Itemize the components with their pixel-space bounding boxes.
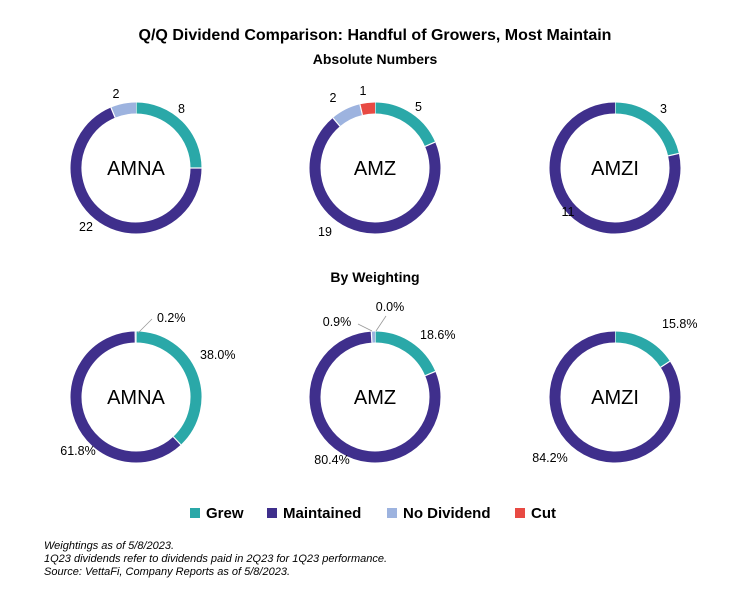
legend-item-maintained: Maintained [267, 505, 361, 522]
data-label: 38.0% [200, 348, 235, 362]
donut-amz-absolute: AMZ 5 19 2 1 [309, 84, 441, 239]
footnote: Source: VettaFi, Company Reports as of 5… [44, 566, 291, 578]
data-label: 2 [113, 87, 120, 101]
leader-line [375, 315, 387, 332]
data-label: 0.0% [376, 300, 405, 314]
legend-label: Cut [531, 505, 556, 522]
footnote: Weightings as of 5/8/2023. [44, 540, 175, 552]
section-title-absolute: Absolute Numbers [313, 51, 438, 67]
data-label: 1 [360, 84, 367, 98]
slice-maintained [549, 102, 681, 234]
legend-swatch [190, 508, 200, 518]
slice-maintained [309, 117, 441, 234]
donut-amna-weighting: AMNA 38.0% 61.8% 0.2% [60, 311, 235, 463]
slice-grew [614, 331, 670, 368]
data-label: 61.8% [60, 444, 95, 458]
donut-amzi-absolute: AMZI 3 11 [549, 102, 681, 234]
slice-separator [424, 141, 436, 147]
donut-center-label: AMZI [591, 158, 639, 180]
data-label: 2 [330, 91, 337, 105]
leader-line [357, 323, 373, 332]
slice-separator [359, 104, 364, 116]
data-label: 80.4% [314, 453, 349, 467]
section-title-weighting: By Weighting [330, 269, 419, 285]
data-label: 22 [79, 220, 93, 234]
legend-item-no-dividend: No Dividend [387, 505, 491, 522]
legend: Grew Maintained No Dividend Cut [190, 505, 556, 522]
slice-grew [614, 102, 679, 157]
data-label: 15.8% [662, 317, 697, 331]
slice-cut [359, 102, 376, 116]
slice-grew [374, 102, 436, 147]
slice-grew [374, 331, 436, 376]
data-label: 0.9% [323, 315, 352, 329]
slice-grew [135, 102, 202, 169]
slice-separator [668, 152, 679, 157]
legend-label: Maintained [283, 505, 361, 522]
slice-separator [332, 117, 341, 127]
data-label: 19 [318, 225, 332, 239]
data-label: 8 [178, 102, 185, 116]
slice-no-dividend [332, 104, 363, 127]
chart-title: Q/Q Dividend Comparison: Handful of Grow… [139, 27, 612, 44]
slice-maintained [549, 331, 681, 463]
slice-separator [660, 360, 671, 368]
slice-separator [172, 436, 182, 446]
slice-maintained [309, 331, 441, 463]
data-label: 0.2% [157, 311, 186, 325]
slice-no-dividend [110, 102, 137, 118]
data-label: 18.6% [420, 328, 455, 342]
legend-swatch [515, 508, 525, 518]
slice-separator [110, 107, 116, 118]
slice-maintained [70, 107, 202, 234]
data-label: 84.2% [532, 451, 567, 465]
footnote: 1Q23 dividends refer to dividends paid i… [44, 553, 388, 565]
legend-label: No Dividend [403, 505, 491, 522]
slice-separator [424, 370, 436, 377]
donut-center-label: AMZI [591, 387, 639, 409]
footnotes: Weightings as of 5/8/2023. 1Q23 dividend… [44, 540, 387, 579]
donut-center-label: AMNA [107, 158, 165, 180]
donut-center-label: AMNA [107, 387, 165, 409]
slice-grew [135, 331, 202, 445]
legend-swatch [267, 508, 277, 518]
donut-amzi-weighting: AMZI 15.8% 84.2% [532, 317, 697, 465]
donut-amz-weighting: AMZ 18.6% 80.4% 0.9% 0.0% [309, 300, 455, 467]
donut-center-label: AMZ [354, 387, 396, 409]
legend-item-cut: Cut [515, 505, 556, 522]
slice-separator [370, 331, 373, 343]
slice-maintained [70, 331, 181, 463]
donut-center-label: AMZ [354, 158, 396, 180]
legend-swatch [387, 508, 397, 518]
leader-line [137, 318, 153, 334]
data-label: 3 [660, 102, 667, 116]
data-label: 5 [415, 100, 422, 114]
legend-label: Grew [206, 505, 244, 522]
data-label: 11 [562, 205, 575, 219]
legend-item-grew: Grew [190, 505, 244, 522]
